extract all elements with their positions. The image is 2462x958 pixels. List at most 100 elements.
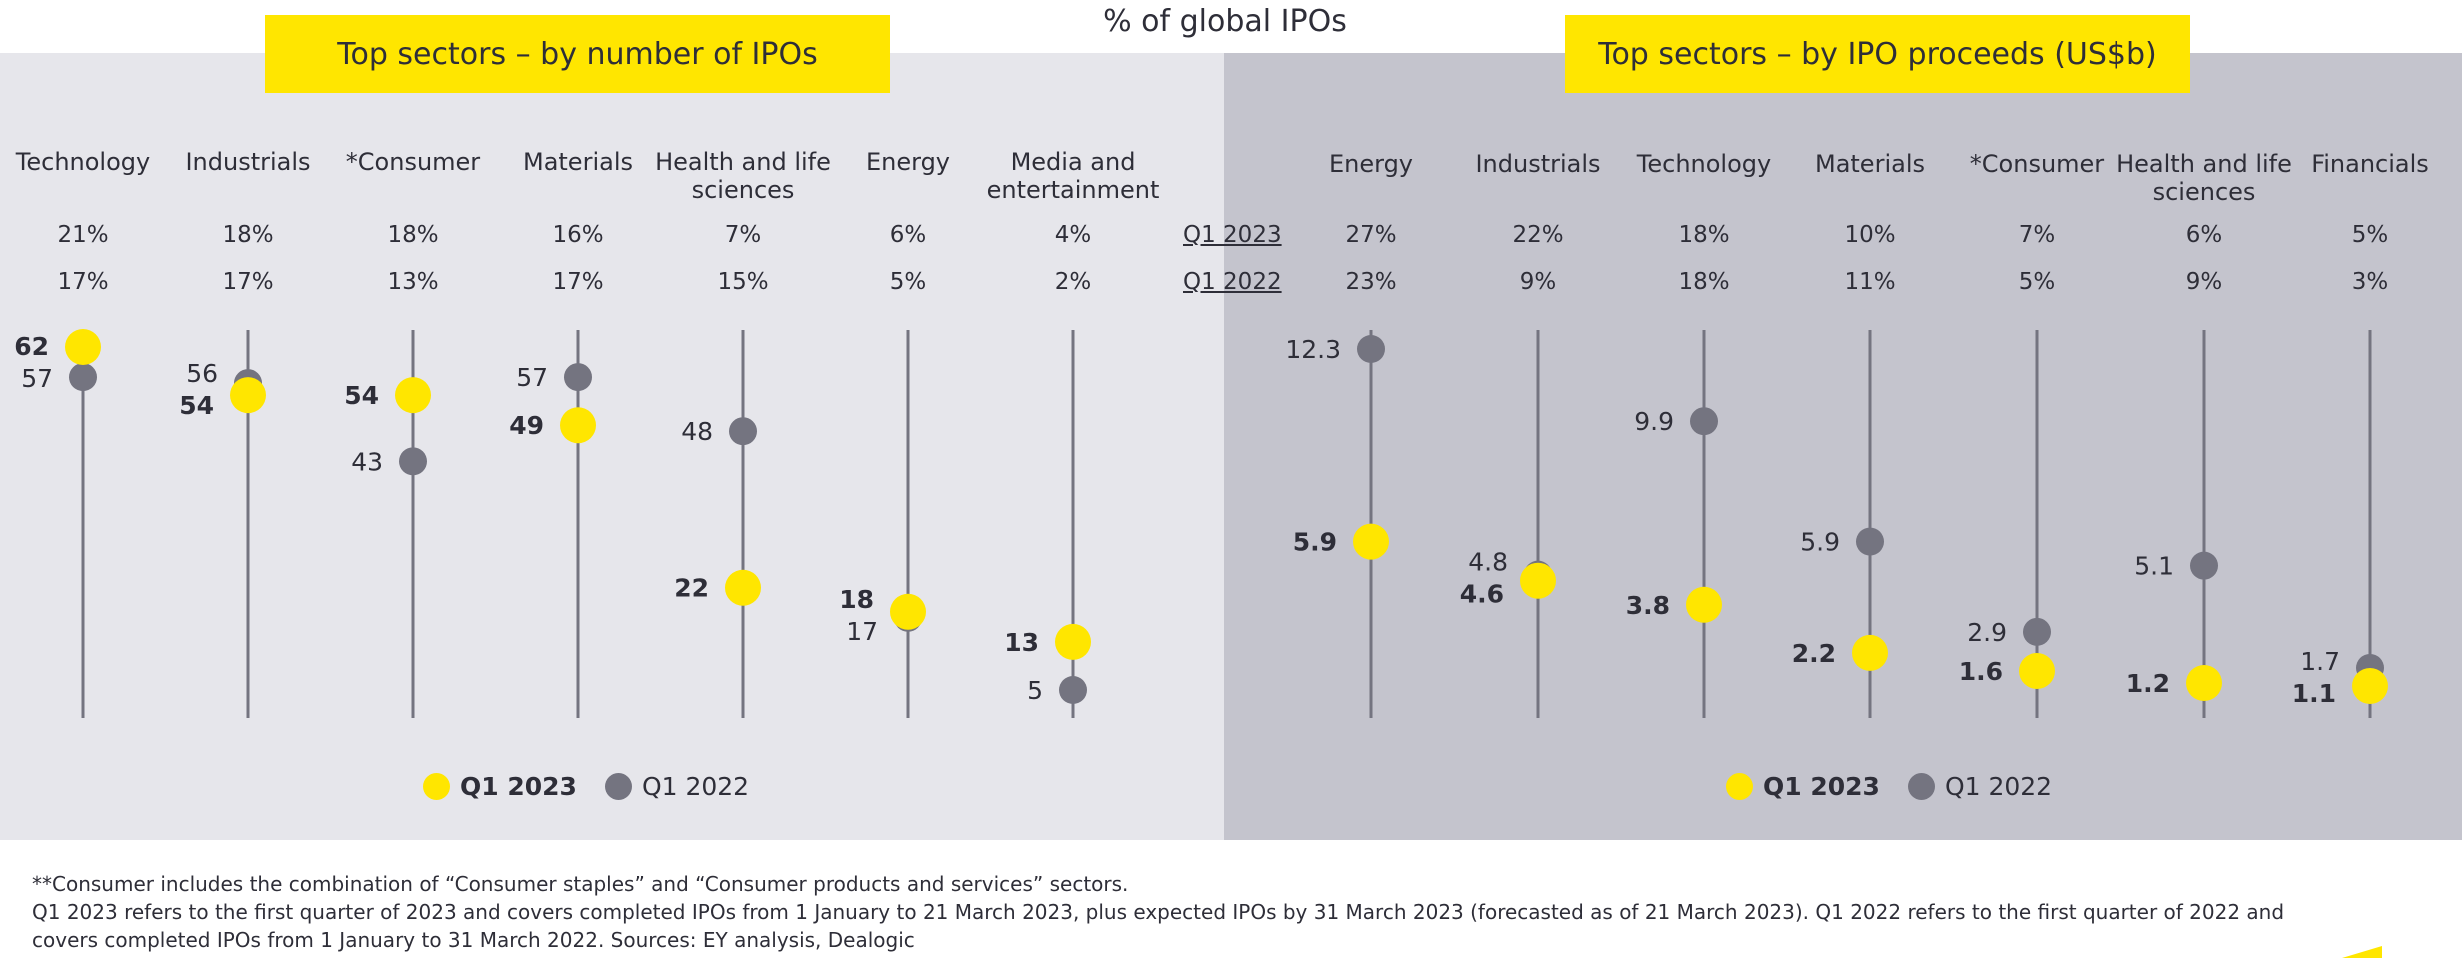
share-q1-2022-consumer: 5%: [2018, 269, 2056, 295]
dot-q1-2022-consumer: [2023, 617, 2051, 646]
dot-q1-2022-health-and-life-sciences: [729, 417, 757, 446]
value-label-q1-2023-technology: 3.8: [1626, 591, 1670, 620]
share-q1-2022-financials: 3%: [2351, 269, 2389, 295]
share-q1-2022-industrials: 9%: [1519, 269, 1557, 295]
legend-label-q1-2022: Q1 2022: [1944, 772, 2053, 801]
share-q1-2023-health-and-life-sciences: 7%: [724, 222, 762, 248]
value-label-q1-2023-industrials: 54: [179, 391, 214, 420]
value-label-q1-2022-materials: 57: [516, 363, 548, 392]
value-label-q1-2022-consumer: 2.9: [1967, 618, 2007, 647]
category-label-consumer: *Consumer: [345, 148, 481, 176]
category-label-media-and-entertainment: Media and entertainment: [986, 148, 1160, 204]
legend-item-q1-2022: Q1 2022: [1907, 772, 2053, 801]
share-q1-2022-industrials: 17%: [222, 269, 274, 295]
category-label-materials: Materials: [1814, 150, 1925, 178]
value-label-q1-2022-financials: 1.7: [2300, 647, 2340, 676]
dot-q1-2023-financials: [2352, 668, 2388, 704]
category-label-technology: Technology: [15, 148, 151, 176]
chart-title: % of global IPOs: [1103, 4, 1347, 39]
legend-label-q1-2023: Q1 2023: [460, 772, 577, 801]
category-label-health-and-life-sciences: Health and life sciences: [655, 148, 831, 204]
value-label-q1-2022-energy: 17: [846, 617, 878, 646]
legend-left: Q1 2023 Q1 2022: [423, 772, 777, 801]
dot-q1-2023-energy: [890, 593, 926, 630]
value-label-q1-2022-industrials: 4.8: [1468, 548, 1508, 577]
legend-swatch-q1-2023: [423, 773, 450, 800]
value-label-q1-2022-technology: 9.9: [1634, 407, 1674, 436]
share-q1-2022-technology: 18%: [1678, 269, 1730, 295]
dot-q1-2022-materials: [1856, 527, 1884, 556]
footnote-definition-line1: Q1 2023 refers to the first quarter of 2…: [32, 900, 2285, 924]
share-q1-2023-industrials: 18%: [222, 222, 274, 248]
legend-swatch-q1-2023: [1726, 773, 1753, 800]
legend-item-q1-2022: Q1 2022: [604, 772, 749, 801]
value-label-q1-2023-energy: 18: [839, 585, 874, 614]
share-q1-2022-health-and-life-sciences: 15%: [717, 269, 769, 295]
dot-q1-2022-technology: [69, 363, 97, 392]
share-q1-2022-technology: 17%: [57, 269, 109, 295]
value-label-q1-2022-technology: 57: [21, 364, 53, 393]
legend-item-q1-2023: Q1 2023: [423, 772, 577, 801]
value-label-q1-2022-health-and-life-sciences: 48: [681, 417, 713, 446]
category-label-financials: Financials: [2311, 150, 2429, 178]
share-q1-2023-consumer: 7%: [2018, 222, 2056, 248]
dot-q1-2023-health-and-life-sciences: [2186, 664, 2222, 701]
value-label-q1-2023-consumer: 54: [344, 381, 379, 410]
dot-q1-2023-materials: [1852, 634, 1888, 671]
dot-q1-2023-technology: [65, 329, 101, 365]
share-q1-2023-technology: 18%: [1678, 222, 1730, 248]
value-label-q1-2022-consumer: 43: [351, 447, 383, 476]
dot-q1-2023-health-and-life-sciences: [725, 569, 761, 606]
category-label-energy: Energy: [865, 148, 951, 176]
share-q1-2023-health-and-life-sciences: 6%: [2185, 222, 2223, 248]
category-label-energy: Energy: [1328, 150, 1414, 178]
value-label-q1-2023-energy: 5.9: [1293, 528, 1337, 557]
left-panel-heading: Top sectors – by number of IPOs: [265, 15, 890, 93]
category-label-health-and-life-sciences: Health and life sciences: [2116, 150, 2292, 206]
legend-swatch-q1-2022: [604, 773, 632, 800]
share-q1-2023-media-and-entertainment: 4%: [1054, 222, 1092, 248]
value-label-q1-2023-media-and-entertainment: 13: [1004, 628, 1039, 657]
share-q1-2022-consumer: 13%: [387, 269, 439, 295]
left-panel-background: [0, 53, 1224, 840]
dot-q1-2022-media-and-entertainment: [1059, 676, 1087, 704]
dot-q1-2022-technology: [1690, 407, 1718, 436]
value-label-q1-2022-health-and-life-sciences: 5.1: [2134, 552, 2174, 581]
share-q1-2022-energy: 23%: [1345, 269, 1397, 295]
dot-q1-2022-health-and-life-sciences: [2190, 551, 2218, 580]
share-q1-2022-media-and-entertainment: 2%: [1054, 269, 1092, 295]
share-q1-2022-materials: 11%: [1844, 269, 1896, 295]
dot-q1-2023-consumer: [395, 377, 431, 414]
category-label-materials: Materials: [522, 148, 633, 176]
value-label-q1-2023-technology: 62: [14, 332, 49, 361]
category-label-consumer: *Consumer: [1969, 150, 2105, 178]
value-label-q1-2023-industrials: 4.6: [1460, 580, 1504, 609]
dot-q1-2022-energy: [1357, 335, 1385, 363]
footnote-consumer: **Consumer includes the combination of “…: [32, 872, 1129, 896]
share-q1-2023-technology: 21%: [57, 222, 109, 248]
dot-q1-2023-industrials: [230, 377, 266, 414]
dot-q1-2022-materials: [564, 363, 592, 392]
right-panel-heading: Top sectors – by IPO proceeds (US$b): [1565, 15, 2190, 93]
share-q1-2022-energy: 5%: [889, 269, 927, 295]
value-label-q1-2023-financials: 1.1: [2292, 679, 2336, 708]
share-q1-2023-energy: 6%: [889, 222, 927, 248]
share-q1-2023-energy: 27%: [1345, 222, 1397, 248]
row-label-q1-2022: Q1 2022: [1183, 269, 1282, 295]
legend-right: Q1 2023 Q1 2022: [1726, 772, 2080, 801]
dot-q1-2022-consumer: [399, 447, 427, 476]
legend-item-q1-2023: Q1 2023: [1726, 772, 1880, 801]
share-q1-2023-industrials: 22%: [1512, 222, 1564, 248]
category-label-industrials: Industrials: [1475, 150, 1601, 178]
legend-swatch-q1-2022: [1907, 773, 1935, 800]
dot-q1-2023-materials: [560, 407, 596, 444]
share-q1-2023-materials: 16%: [552, 222, 604, 248]
share-q1-2022-health-and-life-sciences: 9%: [2185, 269, 2223, 295]
row-label-q1-2023: Q1 2023: [1183, 222, 1282, 248]
value-label-q1-2022-industrials: 56: [186, 359, 218, 388]
value-label-q1-2023-health-and-life-sciences: 22: [674, 574, 709, 603]
value-label-q1-2023-materials: 49: [509, 411, 544, 440]
dot-q1-2023-media-and-entertainment: [1055, 623, 1091, 660]
value-label-q1-2022-media-and-entertainment: 5: [1027, 676, 1043, 705]
